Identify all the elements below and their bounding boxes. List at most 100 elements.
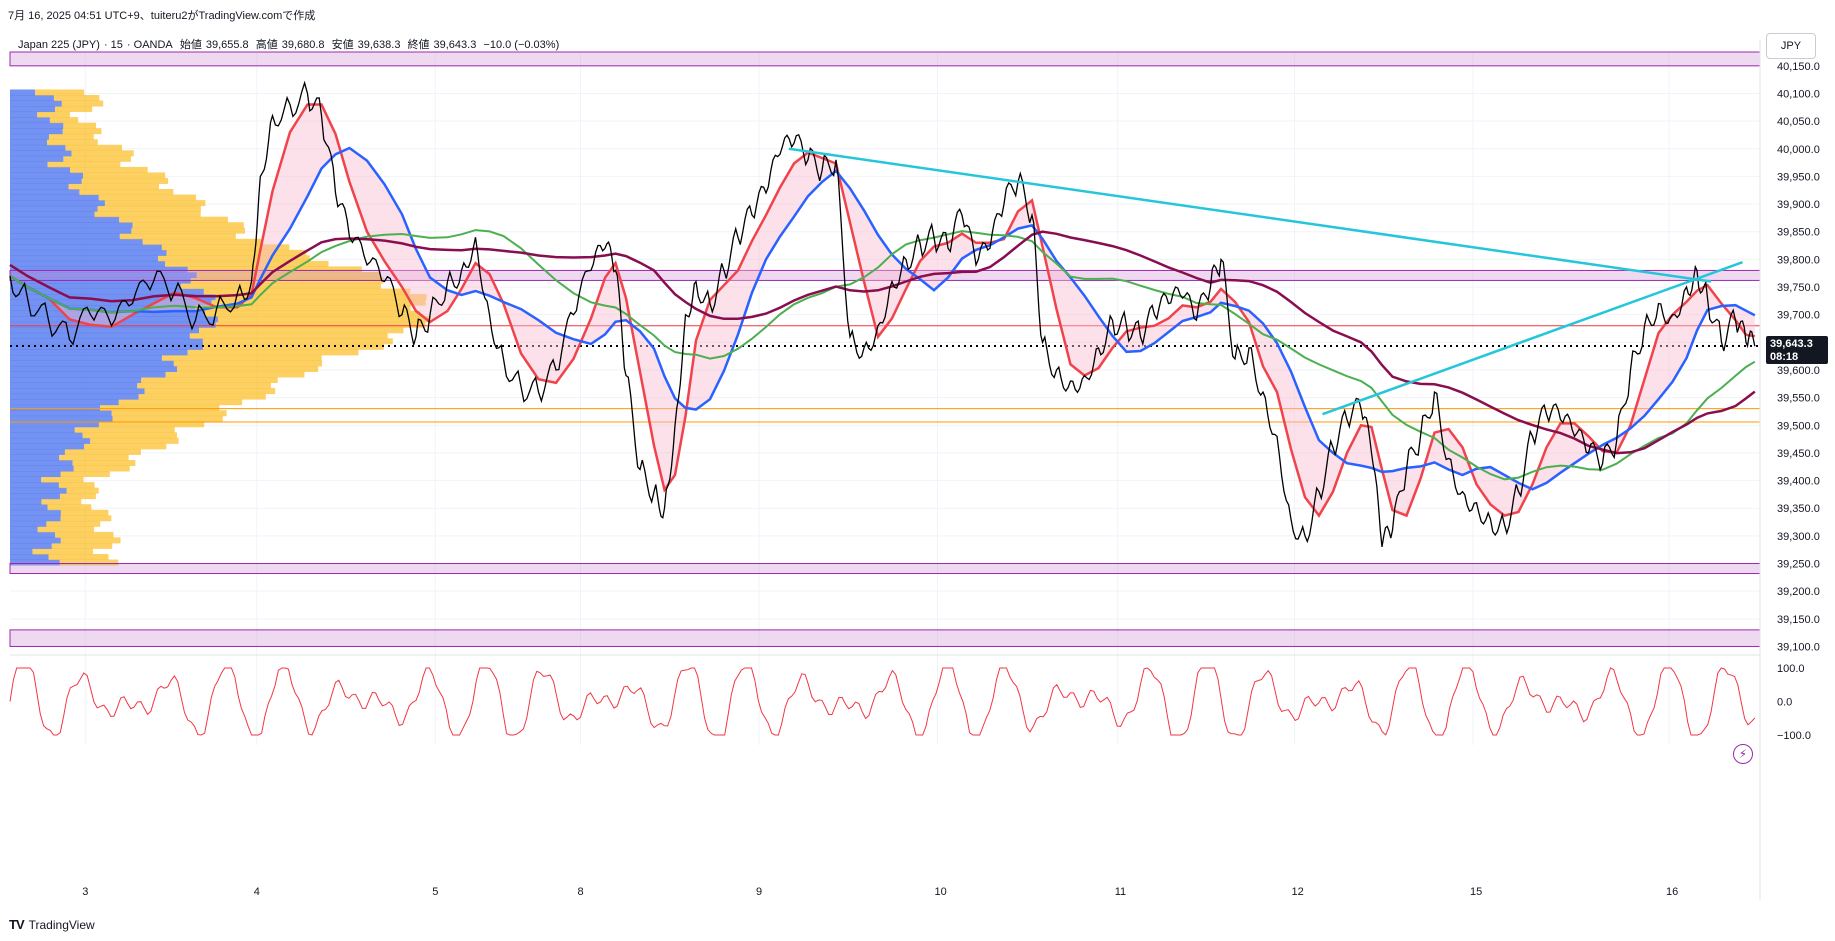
volume-bar — [10, 266, 188, 273]
y-tick-label: 39,850.0 — [1777, 227, 1820, 239]
volume-bar — [71, 150, 134, 157]
oscillator-tick-label: 0.0 — [1777, 697, 1792, 709]
legend-source: OANDA — [133, 39, 173, 51]
volume-bar — [81, 177, 169, 184]
y-tick-label: 39,400.0 — [1777, 476, 1820, 488]
slow-ma-line — [9, 146, 1756, 491]
volume-bar — [10, 504, 48, 511]
volume-bar — [10, 255, 158, 262]
volume-bar — [10, 338, 203, 345]
volume-bar — [74, 426, 175, 433]
volume-bar — [215, 294, 427, 301]
volume-bar — [199, 327, 404, 334]
volume-bar — [10, 205, 98, 212]
volume-bar — [10, 260, 166, 267]
oscillator-panel: 100.0 0.0 −100.0 — [9, 654, 1811, 742]
volume-bar — [49, 117, 79, 124]
volume-bar — [211, 299, 426, 306]
legend-open-value: 39,655.8 — [205, 39, 249, 51]
oscillator-line — [9, 667, 1756, 736]
zone-box — [9, 51, 1761, 67]
y-tick-label: 39,750.0 — [1777, 282, 1820, 294]
volume-bar — [82, 432, 177, 439]
volume-bar — [119, 216, 228, 223]
price-series — [9, 80, 1756, 548]
volume-bar — [98, 421, 205, 428]
volume-bar — [10, 211, 95, 218]
x-tick-label: 16 — [1666, 886, 1678, 898]
x-tick-label: 10 — [935, 886, 947, 898]
trendline — [788, 147, 1712, 283]
zone-box — [9, 563, 1761, 575]
y-tick-label: 39,200.0 — [1777, 586, 1820, 598]
price-tag — [1766, 336, 1828, 365]
volume-bar — [119, 233, 236, 240]
volume-bar — [10, 498, 42, 505]
volume-bar — [10, 100, 62, 107]
chart-caption: 7月 16, 2025 04:51 UTC+9、tuiteru2がTrading… — [8, 10, 316, 22]
x-tick-label: 9 — [756, 886, 762, 898]
volume-bar — [53, 95, 100, 102]
volume-bar — [10, 465, 74, 472]
volume-bar — [217, 316, 432, 323]
volume-bar — [60, 537, 121, 544]
volume-bar — [10, 128, 63, 135]
volume-bar — [195, 305, 411, 312]
y-tick-label: 39,550.0 — [1777, 393, 1820, 405]
volume-bar — [10, 216, 120, 223]
volume-bar — [100, 404, 220, 411]
volume-bar — [118, 399, 243, 406]
volume-bar — [47, 161, 121, 168]
volume-bar — [187, 349, 359, 356]
volume-bar — [196, 271, 381, 278]
volume-bar — [35, 89, 85, 96]
volume-bar — [10, 509, 61, 516]
volume-bar — [10, 493, 60, 500]
y-tick-label: 39,950.0 — [1777, 171, 1820, 183]
volume-bar — [84, 443, 167, 450]
volume-bar — [70, 166, 148, 173]
volume-bar — [10, 166, 71, 173]
volume-bar — [55, 531, 114, 538]
volume-bar — [10, 299, 212, 306]
volume-bar — [60, 515, 112, 522]
volume-bar — [10, 172, 84, 179]
volume-bar — [59, 493, 96, 500]
symbol-legend: Japan 225 (JPY) · 15 · OANDA 始値 39,655.8 高値… — [18, 39, 560, 51]
volume-bar — [10, 233, 120, 240]
volume-bar — [10, 354, 162, 361]
volume-bar — [10, 161, 48, 168]
volume-bar — [141, 377, 278, 384]
y-tick-label: 39,500.0 — [1777, 420, 1820, 432]
volume-bar — [10, 410, 112, 417]
volume-bar — [41, 498, 82, 505]
volume-bar — [41, 476, 84, 483]
time-axis: 3 4 5 8 9 10 11 12 15 16 — [82, 886, 1678, 898]
lightning-icon[interactable]: ⚡ — [1733, 744, 1753, 764]
volume-bar — [94, 211, 201, 218]
volume-bar — [58, 482, 95, 489]
volume-bar — [202, 338, 393, 345]
volume-bar — [37, 111, 70, 118]
legend-high-label: 高値 — [255, 39, 278, 51]
x-tick-label: 3 — [82, 886, 88, 898]
volume-bar — [47, 504, 92, 511]
y-tick-label: 39,800.0 — [1777, 254, 1820, 266]
x-tick-label: 12 — [1292, 886, 1304, 898]
volume-bar — [10, 476, 42, 483]
y-tick-label: 39,100.0 — [1777, 641, 1820, 653]
volume-bar — [10, 421, 99, 428]
volume-bar — [10, 360, 174, 367]
volume-bar — [10, 559, 60, 566]
volume-bar — [10, 111, 38, 118]
legend-interval[interactable]: 15 — [110, 39, 123, 51]
volume-bar — [161, 244, 290, 251]
currency-button[interactable]: JPY — [1766, 33, 1816, 59]
oscillator-tick-label: 100.0 — [1777, 663, 1805, 675]
y-tick-label: 39,300.0 — [1777, 531, 1820, 543]
volume-bar — [10, 548, 33, 555]
ma200-line — [9, 229, 1756, 481]
legend-symbol[interactable]: Japan 225 (JPY) — [18, 39, 100, 51]
volume-bar — [48, 553, 109, 560]
